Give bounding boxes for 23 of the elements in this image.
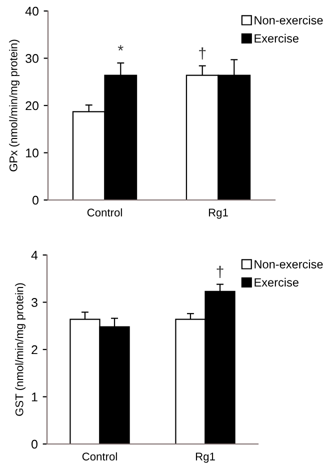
y-tick-label: 3	[32, 298, 38, 307]
y-tick-label: 1	[32, 392, 38, 402]
x-tick-label: Rg1	[208, 208, 228, 219]
y-tick-label: 20	[26, 101, 38, 110]
x-tick-label: Control	[82, 452, 117, 460]
annotation: †	[216, 266, 224, 278]
y-tick-label: 2	[32, 345, 38, 354]
y-tick-label: 40	[25, 6, 38, 16]
y-tick-label: 0	[32, 196, 38, 205]
legend-label: Non-exercise	[254, 16, 323, 24]
legend-label: Exercise	[254, 278, 298, 287]
x-tick-label: Rg1	[196, 452, 215, 463]
y-tick-label: 0	[32, 440, 38, 449]
x-tick-label: Control	[87, 208, 122, 216]
annotation: *	[118, 45, 124, 50]
legend-label: Exercise	[254, 34, 298, 43]
y-tick-label: 30	[26, 54, 38, 63]
y-axis-title: GST (nmol/min/mg protein)	[15, 283, 26, 416]
annotation: †	[199, 47, 206, 60]
y-tick-label: 10	[26, 148, 38, 158]
y-tick-label: 4	[31, 250, 38, 260]
y-axis-title: GPx (nmol/min/mg protein)	[9, 40, 20, 172]
legend-label: Non-exercise	[254, 260, 323, 268]
